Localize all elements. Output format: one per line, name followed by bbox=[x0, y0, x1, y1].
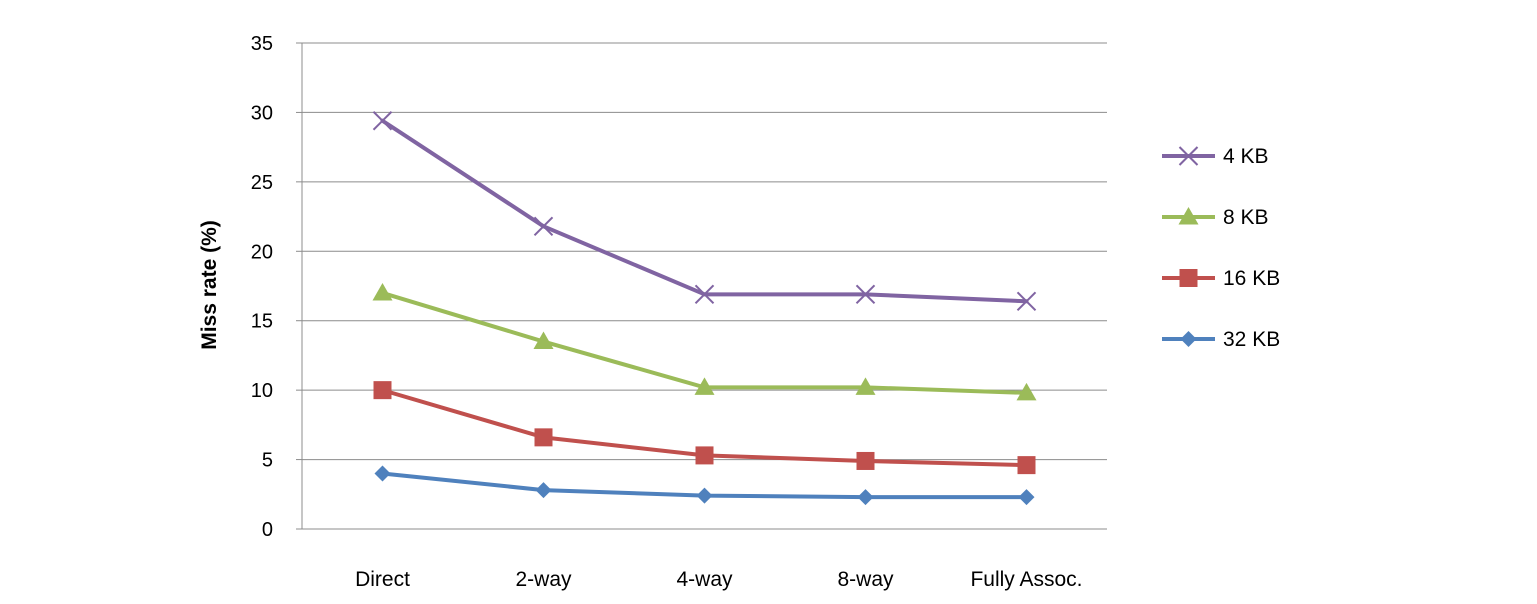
legend: 4 KB 8 KB 16 KB 32 KB bbox=[1162, 145, 1280, 351]
data-point bbox=[694, 377, 715, 395]
legend-item: 32 KB bbox=[1162, 328, 1280, 351]
x-tick-label: Fully Assoc. bbox=[970, 568, 1082, 591]
data-point bbox=[372, 282, 393, 301]
y-tick-label: 0 bbox=[262, 519, 273, 541]
y-tick-label: 5 bbox=[262, 450, 273, 472]
legend-marker bbox=[1179, 269, 1198, 287]
data-point bbox=[534, 428, 553, 447]
tick-labels: 0 5 10 15 20 25 30 35 Direct 2-way 4-way 8-way Fully… bbox=[251, 33, 1083, 591]
legend-label: 4 KB bbox=[1223, 145, 1269, 168]
legend-label: 16 KB bbox=[1223, 267, 1280, 290]
data-point bbox=[372, 111, 393, 131]
data-point bbox=[533, 331, 554, 350]
legend-label: 32 KB bbox=[1223, 328, 1280, 351]
y-tick-label: 20 bbox=[251, 241, 273, 263]
data-point bbox=[1016, 382, 1037, 401]
gridlines bbox=[302, 42, 1107, 461]
data-point bbox=[696, 487, 713, 504]
y-tick-label: 10 bbox=[251, 380, 273, 402]
x-tick-label: 4-way bbox=[676, 568, 733, 591]
x-tick-label: 8-way bbox=[837, 568, 894, 591]
y-tick-label: 35 bbox=[251, 33, 273, 55]
data-point bbox=[694, 284, 715, 305]
legend-item: 4 KB bbox=[1162, 145, 1269, 168]
series-16-kb bbox=[373, 381, 1036, 475]
legend-marker bbox=[1178, 146, 1199, 166]
series-32-kb bbox=[374, 465, 1035, 506]
legend-marker bbox=[1180, 331, 1197, 347]
data-point bbox=[855, 284, 876, 305]
series-line bbox=[380, 118, 1029, 304]
y-tick-label: 30 bbox=[251, 102, 273, 124]
data-point bbox=[373, 381, 392, 400]
data-point bbox=[857, 489, 874, 506]
legend-label: 8 KB bbox=[1223, 206, 1269, 229]
data-point bbox=[1018, 489, 1035, 506]
y-axis-label: Miss rate (%) bbox=[198, 220, 221, 350]
data-point bbox=[855, 377, 876, 395]
legend-item: 16 KB bbox=[1162, 267, 1280, 290]
data-point bbox=[535, 482, 552, 499]
legend-item: 8 KB bbox=[1162, 206, 1269, 229]
data-point bbox=[1017, 456, 1036, 475]
data-point bbox=[856, 451, 875, 470]
data-point bbox=[1016, 291, 1037, 311]
y-tick-label: 15 bbox=[251, 311, 273, 333]
axes bbox=[296, 42, 1107, 530]
legend-marker bbox=[1178, 207, 1199, 225]
y-tick-label: 25 bbox=[251, 172, 273, 194]
series-lines bbox=[372, 111, 1037, 506]
x-tick-label: 2-way bbox=[515, 568, 572, 591]
x-tick-label: Direct bbox=[355, 568, 410, 591]
series-4-kb bbox=[372, 111, 1037, 311]
series-8-kb bbox=[372, 282, 1037, 401]
data-point bbox=[374, 465, 391, 482]
data-point bbox=[533, 216, 554, 236]
data-point bbox=[695, 446, 714, 465]
